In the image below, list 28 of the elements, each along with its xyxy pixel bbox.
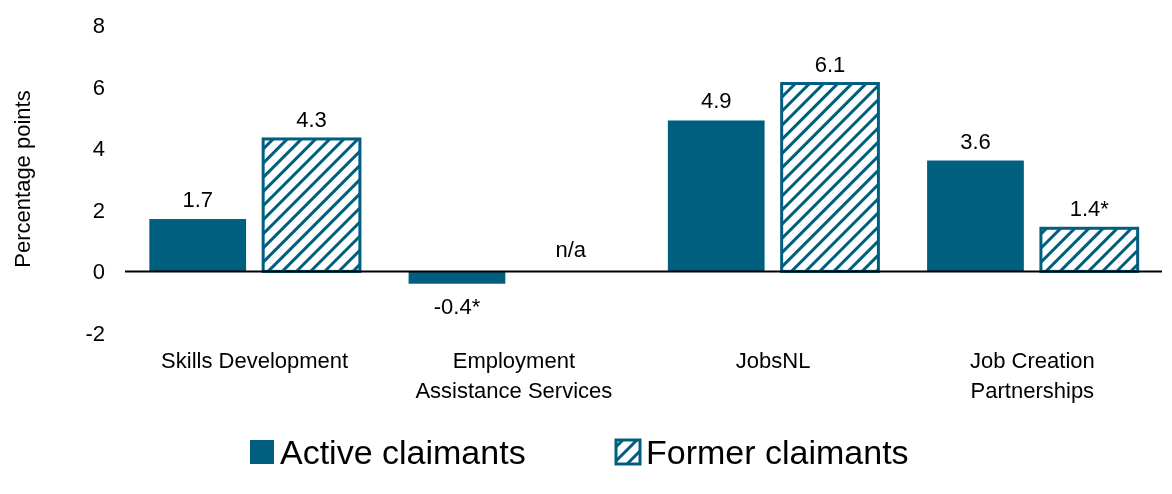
legend-label: Active claimants [280, 433, 526, 471]
x-tick-label: Employment Assistance Services [415, 348, 613, 403]
bar [780, 82, 880, 273]
data-label: 4.3 [296, 106, 327, 132]
data-label: 1.4* [1069, 196, 1110, 222]
y-tick-label: 0 [92, 259, 105, 285]
x-tick-label: Skills Development [161, 348, 349, 373]
y-axis-title: Percentage points [10, 90, 35, 268]
x-tick-label: JobsNL [735, 348, 811, 373]
data-label: 1.7 [182, 187, 214, 213]
legend-label: Former claimants [646, 433, 909, 471]
bar [408, 271, 506, 284]
y-tick-label: 2 [92, 197, 105, 223]
y-tick-label: 4 [92, 136, 105, 162]
data-label: 4.9 [700, 88, 732, 114]
y-tick-label: 8 [92, 13, 105, 38]
bar [667, 120, 765, 272]
bar [261, 137, 362, 273]
text: n/a [555, 237, 587, 263]
y-tick-label: -2 [85, 321, 105, 346]
data-label: 6.1 [814, 51, 846, 77]
bar [927, 160, 1024, 272]
y-tick-label: 6 [92, 74, 105, 100]
x-tick-label: Job Creation Partnerships [970, 348, 1095, 403]
bar [1039, 226, 1140, 273]
bar [149, 219, 247, 272]
data-label: -0.4* [433, 293, 481, 319]
data-label: 3.6 [960, 128, 991, 154]
